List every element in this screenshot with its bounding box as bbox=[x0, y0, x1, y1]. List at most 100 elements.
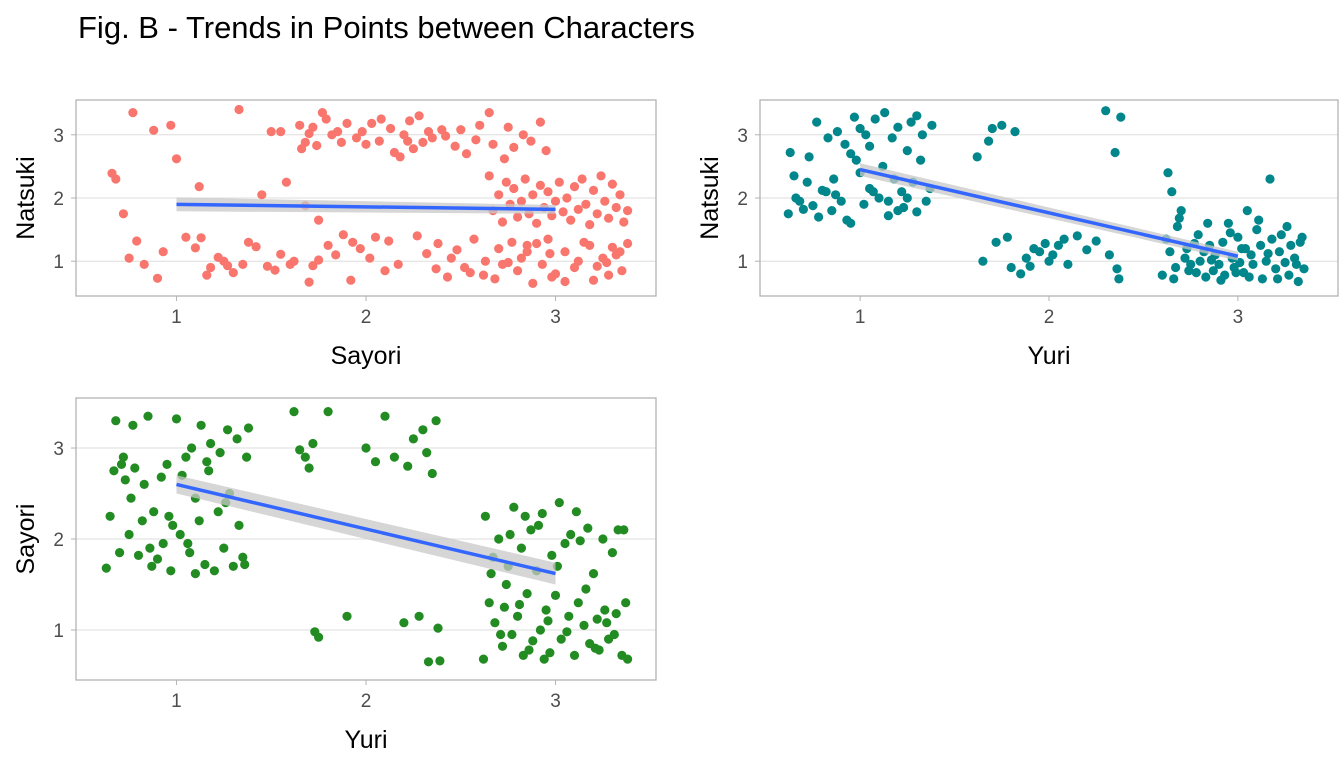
data-point bbox=[304, 277, 314, 287]
data-point bbox=[1297, 232, 1307, 242]
data-point bbox=[972, 152, 982, 162]
data-point bbox=[1114, 274, 1124, 284]
y-tick-label: 2 bbox=[53, 189, 64, 210]
data-point bbox=[300, 137, 310, 147]
y-tick-label: 2 bbox=[737, 189, 748, 210]
data-point bbox=[1167, 187, 1177, 197]
data-point bbox=[262, 261, 272, 271]
data-point bbox=[168, 520, 178, 531]
data-point bbox=[124, 253, 134, 263]
y-axis-label: Natsuki bbox=[12, 156, 40, 239]
data-point bbox=[405, 116, 415, 126]
figure-title: Fig. B - Trends in Points between Charac… bbox=[78, 10, 695, 45]
data-point bbox=[573, 256, 583, 266]
data-point bbox=[181, 452, 191, 462]
data-point bbox=[602, 618, 612, 628]
data-point bbox=[893, 206, 903, 216]
data-point bbox=[484, 171, 494, 181]
data-point bbox=[336, 137, 346, 147]
data-point bbox=[532, 238, 542, 249]
data-point bbox=[1169, 274, 1179, 284]
data-point bbox=[623, 238, 633, 249]
data-point bbox=[431, 264, 441, 274]
data-point bbox=[422, 249, 432, 259]
data-point bbox=[175, 529, 185, 540]
data-point bbox=[831, 190, 841, 200]
data-point bbox=[573, 204, 583, 214]
data-point bbox=[295, 445, 305, 455]
data-point bbox=[490, 618, 500, 628]
data-point bbox=[560, 538, 570, 549]
data-point bbox=[238, 552, 248, 562]
data-point bbox=[505, 529, 515, 540]
data-point bbox=[111, 416, 121, 426]
data-point bbox=[209, 566, 219, 576]
data-point bbox=[435, 656, 445, 666]
data-point bbox=[1006, 262, 1016, 273]
data-point bbox=[257, 190, 267, 200]
data-point bbox=[978, 256, 988, 266]
data-point bbox=[1225, 228, 1235, 238]
data-point bbox=[619, 525, 629, 535]
data-point bbox=[566, 529, 576, 540]
data-point bbox=[171, 414, 182, 424]
data-point bbox=[132, 236, 142, 246]
data-point bbox=[541, 605, 551, 615]
data-point bbox=[427, 133, 437, 143]
x-tick-label: 2 bbox=[1044, 307, 1055, 328]
data-point bbox=[984, 136, 994, 146]
data-point bbox=[171, 154, 182, 164]
data-point bbox=[883, 211, 894, 221]
y-tick-label: 3 bbox=[53, 439, 64, 460]
data-point bbox=[528, 636, 538, 646]
data-point bbox=[342, 611, 352, 621]
data-point bbox=[321, 114, 331, 124]
data-point bbox=[795, 196, 805, 206]
data-point bbox=[507, 237, 517, 247]
data-point bbox=[802, 177, 812, 187]
data-point bbox=[537, 259, 547, 269]
data-point bbox=[509, 502, 519, 512]
x-tick-label: 1 bbox=[171, 307, 182, 328]
data-point bbox=[522, 240, 532, 250]
data-point bbox=[513, 212, 523, 222]
data-point bbox=[403, 461, 413, 471]
data-point bbox=[516, 543, 527, 553]
data-point bbox=[1280, 257, 1290, 268]
data-point bbox=[556, 634, 566, 644]
data-point bbox=[251, 242, 261, 252]
data-point bbox=[1286, 240, 1296, 250]
x-tick-label: 3 bbox=[550, 691, 561, 712]
data-point bbox=[166, 566, 176, 576]
data-point bbox=[526, 136, 536, 146]
data-point bbox=[450, 141, 460, 151]
data-point bbox=[1082, 245, 1092, 255]
data-point bbox=[139, 259, 149, 269]
data-point bbox=[859, 199, 869, 209]
data-point bbox=[149, 507, 159, 517]
data-point bbox=[611, 609, 621, 619]
data-point bbox=[166, 120, 176, 130]
data-point bbox=[808, 201, 818, 211]
x-tick-label: 1 bbox=[855, 307, 866, 328]
data-point bbox=[987, 123, 997, 134]
data-point bbox=[611, 202, 621, 213]
data-point bbox=[196, 420, 206, 430]
x-axis-label: Yuri bbox=[344, 726, 387, 754]
data-point bbox=[607, 242, 618, 252]
data-point bbox=[386, 123, 396, 134]
data-point bbox=[583, 523, 593, 533]
data-point bbox=[484, 108, 494, 118]
data-point bbox=[408, 434, 418, 444]
data-point bbox=[152, 554, 163, 564]
data-point bbox=[1242, 206, 1252, 216]
data-point bbox=[433, 623, 443, 633]
y-axis-label: Natsuki bbox=[696, 156, 724, 239]
data-point bbox=[357, 127, 367, 137]
data-point bbox=[520, 174, 530, 184]
data-point bbox=[234, 104, 244, 115]
data-point bbox=[414, 611, 424, 621]
data-point bbox=[814, 212, 824, 222]
data-point bbox=[1002, 232, 1013, 242]
data-point bbox=[308, 261, 318, 271]
